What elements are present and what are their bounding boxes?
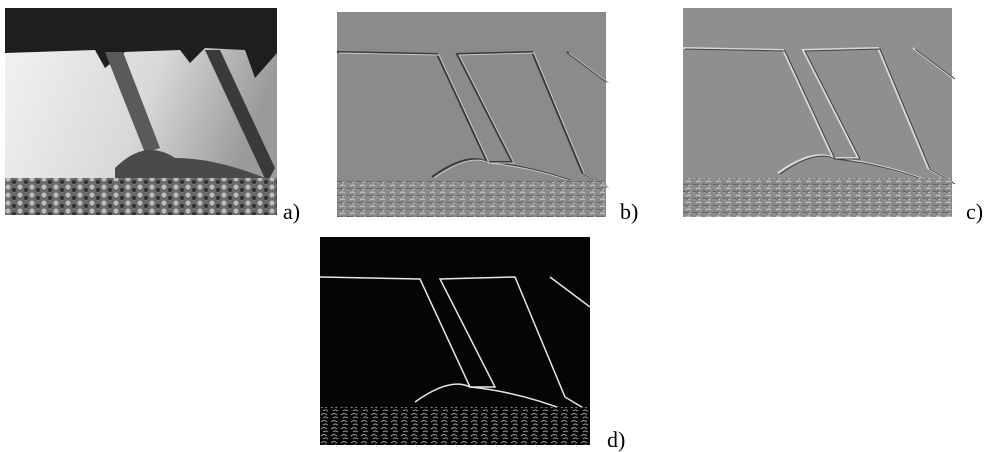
panel-label: c): [966, 199, 983, 224]
panel-label: d): [607, 427, 625, 452]
panel-d-image: [320, 237, 590, 445]
page: a) b) c) d) (() => { const data = JSON.p…: [0, 0, 989, 452]
panel-c-image: [683, 8, 955, 217]
panel-label: a): [283, 199, 300, 224]
panel-a-image: [5, 8, 277, 215]
panel-b-image: [337, 12, 609, 217]
panel-label: b): [620, 199, 638, 224]
figure: a) b) c) d): [0, 0, 989, 452]
